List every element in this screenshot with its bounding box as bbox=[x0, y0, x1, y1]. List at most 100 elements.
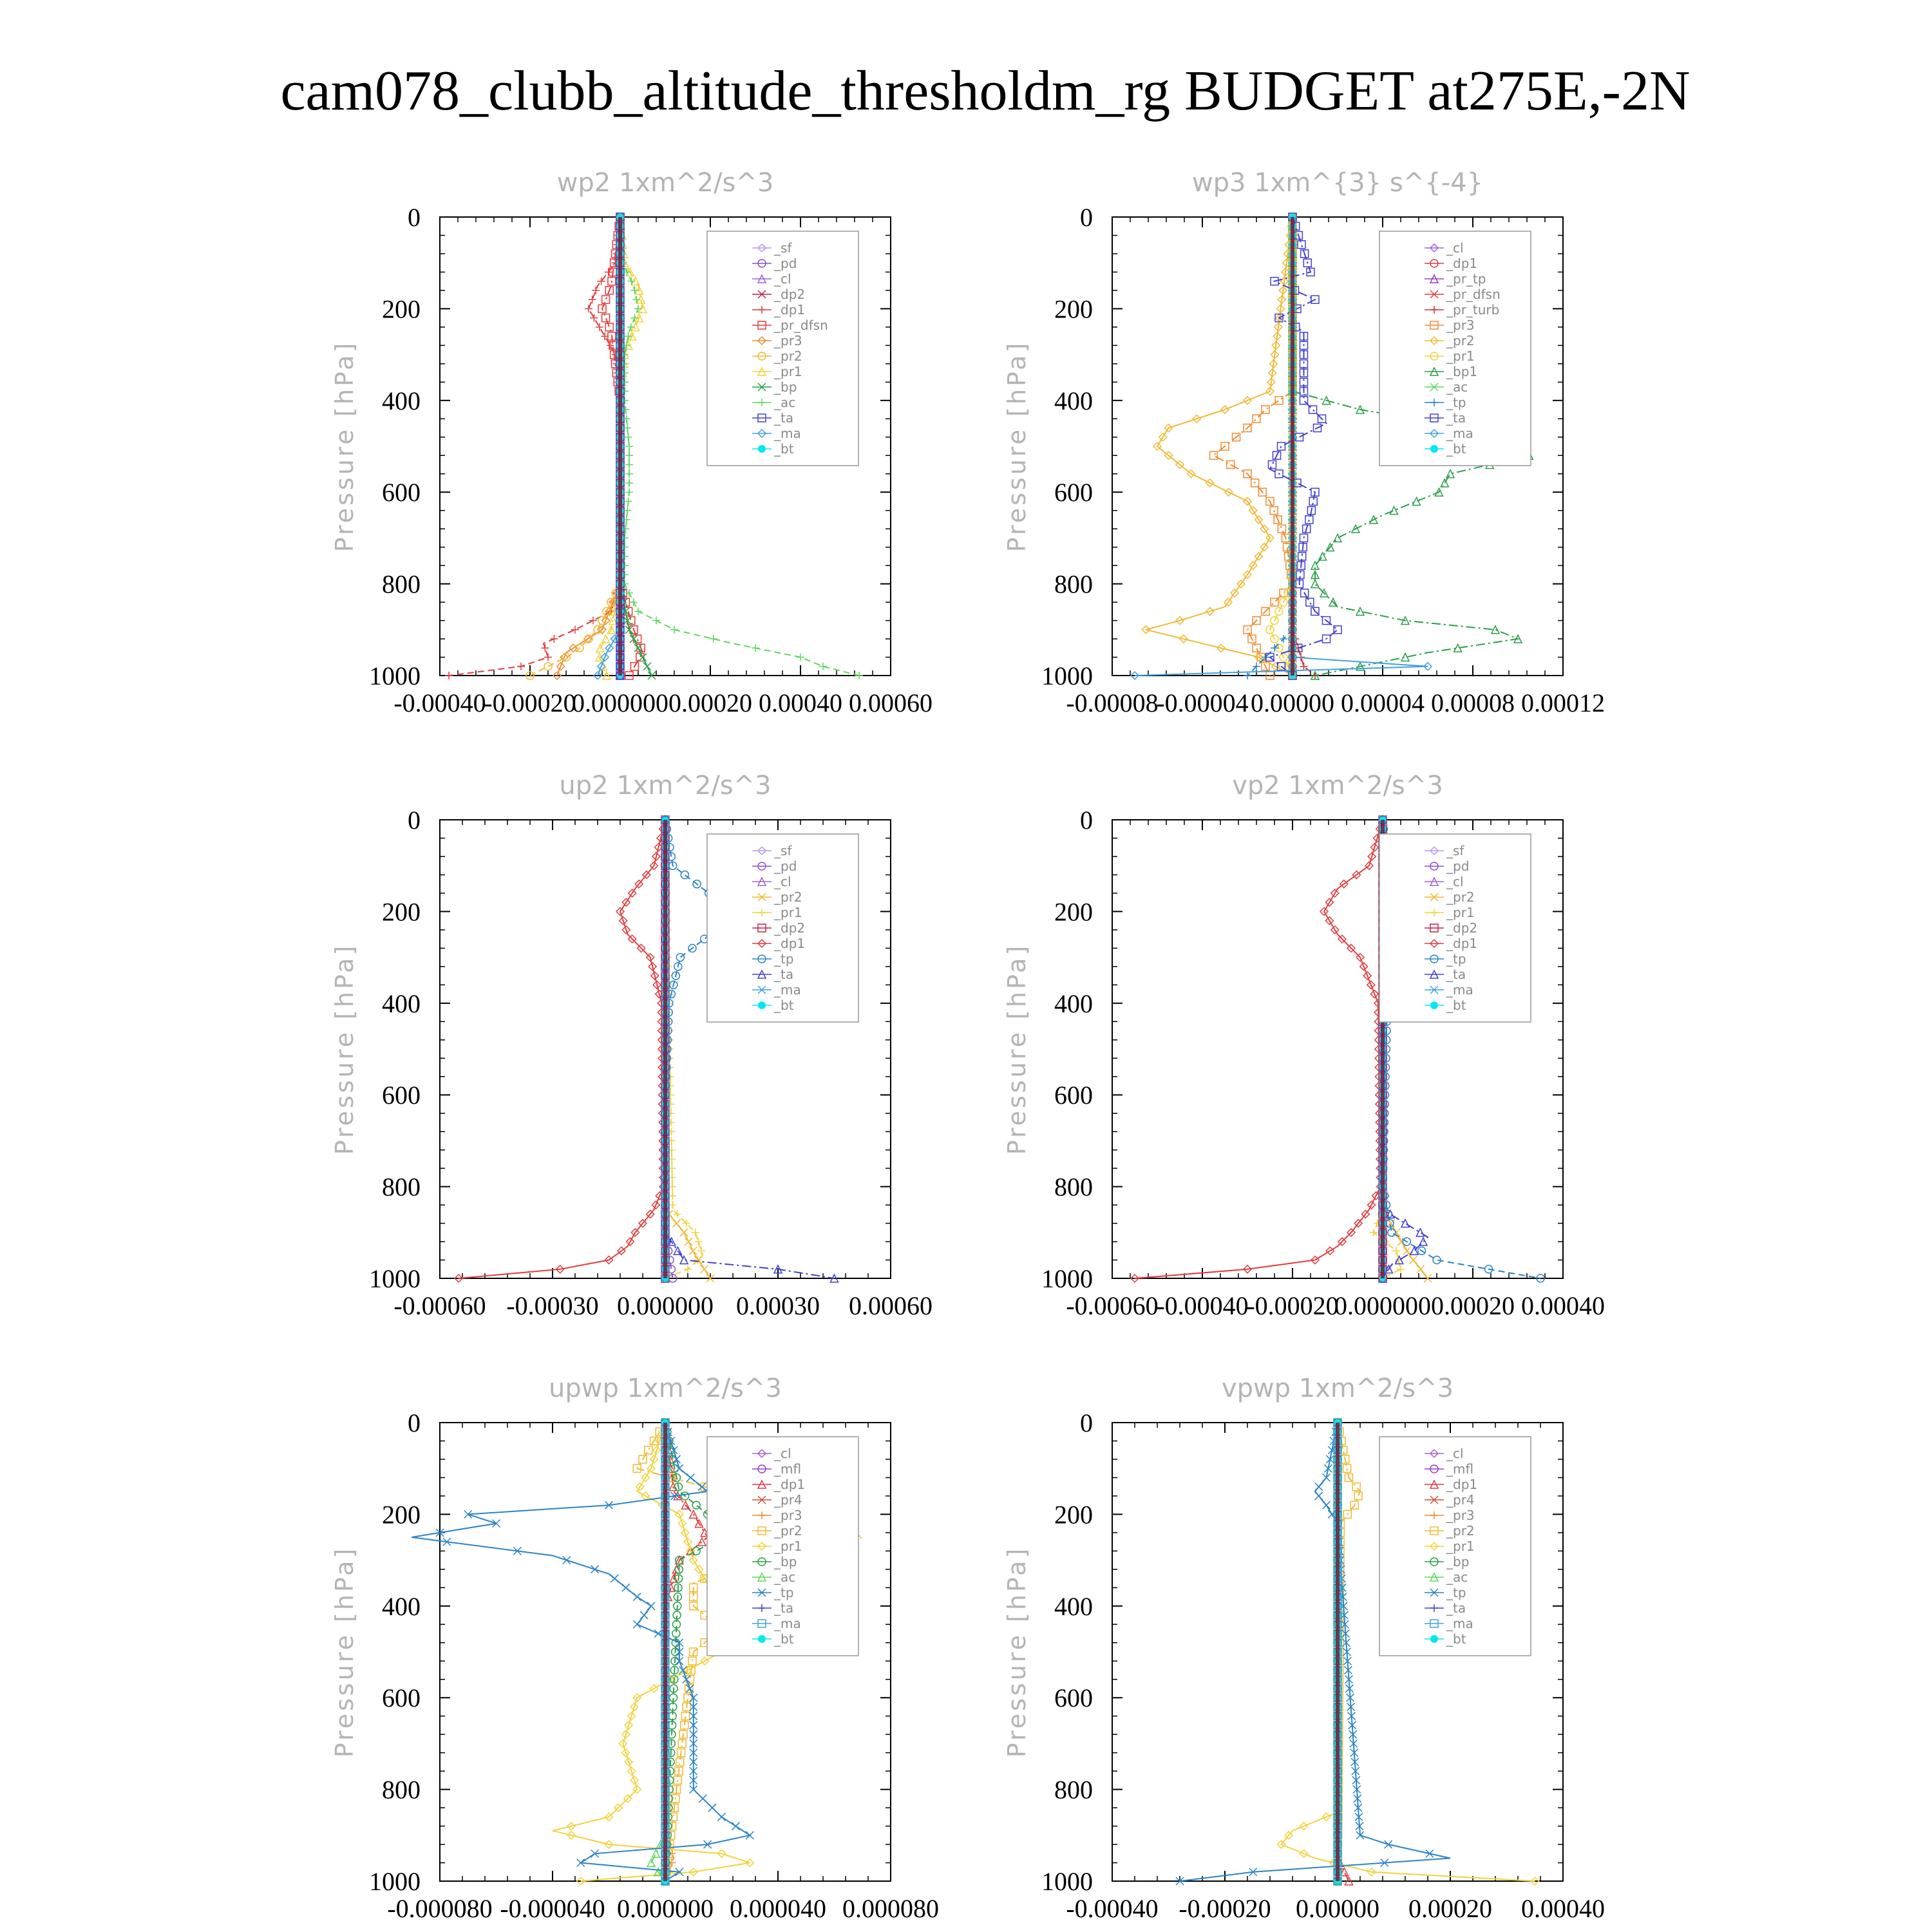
series-point_ta bbox=[773, 1264, 783, 1274]
series-point_ta bbox=[1305, 515, 1314, 524]
legend-label_pd: _pd bbox=[1446, 858, 1469, 874]
legend-marker_ta bbox=[757, 413, 766, 422]
series-point_pr1 bbox=[683, 1537, 693, 1547]
legend-marker_pr1 bbox=[1430, 352, 1439, 361]
series-point_tp bbox=[689, 1776, 698, 1785]
series-point_pr2 bbox=[1242, 497, 1253, 506]
series-point_tp bbox=[674, 962, 683, 971]
legend-marker_cl bbox=[757, 876, 767, 886]
series-point_ta bbox=[1306, 267, 1315, 277]
series-point_tp bbox=[1380, 1858, 1389, 1868]
x-tick-label: 0.00000 bbox=[1251, 688, 1334, 717]
legend-marker_dp2 bbox=[757, 290, 766, 299]
legend-label_ta: _ta bbox=[773, 1600, 793, 1616]
series-point_ac bbox=[634, 607, 642, 616]
panel-title: wp3 1xm^{3} s^{-4} bbox=[1192, 168, 1483, 198]
series-point_tp bbox=[682, 1675, 691, 1684]
series-point_tp bbox=[1280, 635, 1287, 643]
series-point_pr_dfsn bbox=[607, 332, 616, 341]
series-point_dp1 bbox=[588, 296, 596, 304]
series-point_dp1 bbox=[645, 1209, 655, 1219]
series-point_tp bbox=[685, 1684, 694, 1693]
series-point_pr2 bbox=[672, 1219, 681, 1228]
series-point_dp1 bbox=[638, 1218, 648, 1228]
series-point_ma bbox=[1423, 661, 1433, 671]
series-point_pr2 bbox=[584, 634, 593, 643]
series-point_dp1 bbox=[688, 1509, 698, 1519]
series-point_pr3 bbox=[1277, 524, 1287, 533]
series-point_tp bbox=[562, 1556, 571, 1565]
legend-marker_pr3 bbox=[1430, 1511, 1438, 1519]
series-point_pr2 bbox=[1260, 524, 1269, 534]
y-axis-label: Pressure [hPa] bbox=[330, 1546, 359, 1758]
series-point_ta bbox=[679, 1255, 689, 1265]
series-point_tp bbox=[1314, 1482, 1323, 1492]
legend-label_ta: _ta bbox=[773, 967, 793, 982]
x-tick-label: 0.00060 bbox=[849, 1291, 933, 1320]
series-point_dp1 bbox=[1339, 879, 1349, 889]
legend-label_pr_dfsn: _pr_dfsn bbox=[773, 317, 828, 333]
series-point_dp1 bbox=[517, 662, 525, 670]
legend-marker_cl bbox=[1429, 876, 1439, 886]
series-point_tp bbox=[491, 1519, 501, 1528]
legend-marker_pr2 bbox=[1430, 893, 1439, 902]
series-point_pr1 bbox=[647, 1464, 656, 1473]
panel-1: wp2 1xm^2/s^3 Pressure [hPa] 0 200 400 600 800… bbox=[330, 168, 933, 717]
series-point_pr1 bbox=[1265, 625, 1274, 634]
series-point_pr2 bbox=[680, 1721, 689, 1730]
series-point_tp bbox=[708, 1803, 717, 1812]
series-point_pr1 bbox=[618, 1739, 628, 1748]
series-point_pr2 bbox=[676, 1748, 686, 1757]
legend-marker_pd bbox=[1430, 862, 1439, 871]
series-point_bp bbox=[643, 662, 652, 671]
series-point_dp1 bbox=[1337, 934, 1347, 944]
series-point_ta bbox=[1384, 1264, 1394, 1274]
series-point_pr2 bbox=[1179, 634, 1188, 644]
series-point_pr1 bbox=[1392, 1247, 1400, 1255]
legend: _cl_mfl_dp1_pr4_pr3_pr2_pr1_bp_ac_tp_ta_… bbox=[706, 1436, 859, 1656]
series-point_dp1 bbox=[630, 1227, 640, 1237]
series-point_tp bbox=[1484, 1265, 1493, 1274]
legend-marker_pr1 bbox=[1429, 1541, 1439, 1551]
series-point_ta bbox=[1321, 634, 1331, 643]
series-point_pr2 bbox=[575, 643, 584, 653]
series-point_pr2 bbox=[1344, 1473, 1354, 1482]
series-point_pr2 bbox=[1271, 341, 1281, 350]
series-point_tp bbox=[1314, 1492, 1323, 1501]
series-point_pr1 bbox=[627, 1766, 636, 1776]
series-point_pr2 bbox=[1175, 460, 1185, 469]
series-point_pr1 bbox=[567, 1821, 576, 1831]
legend-label_dp1: _dp1 bbox=[1446, 1477, 1477, 1492]
series-point_dp1 bbox=[625, 1236, 635, 1247]
series-point_tp bbox=[1340, 1620, 1349, 1629]
series-point_ac bbox=[625, 451, 633, 460]
series-point_tp bbox=[1536, 1274, 1545, 1283]
legend-label_ac: _ac bbox=[1446, 1569, 1468, 1585]
series-point_tp bbox=[675, 1868, 684, 1877]
series-point_dp1 bbox=[1330, 925, 1340, 934]
x-tick-label: 0.00060 bbox=[849, 688, 933, 717]
series-point_pr2 bbox=[1354, 1492, 1363, 1501]
series-point_tp bbox=[1349, 1730, 1358, 1739]
panel-title: wp2 1xm^2/s^3 bbox=[557, 168, 774, 198]
x-tick-label: 0.000000 bbox=[617, 1894, 714, 1923]
series-point_tp bbox=[689, 1766, 698, 1776]
x-tick-label: -0.00008 bbox=[1066, 688, 1158, 717]
series-point_ac bbox=[623, 506, 632, 515]
series-point_pr2 bbox=[683, 1693, 692, 1702]
series-point_tp bbox=[1350, 1757, 1359, 1766]
series-point_tp bbox=[671, 971, 681, 980]
legend-label_dp1: _dp1 bbox=[773, 936, 805, 951]
series-point_dp1 bbox=[650, 971, 659, 981]
series-point_tp bbox=[1253, 662, 1260, 670]
y-tick-label: 800 bbox=[1054, 1776, 1093, 1804]
series-point_pr1 bbox=[680, 1528, 690, 1537]
series-point_pr2 bbox=[689, 1602, 698, 1611]
legend-label_ta: _ta bbox=[773, 410, 793, 426]
legend-marker_ma bbox=[757, 1619, 766, 1628]
series-point_bp bbox=[670, 1464, 679, 1473]
series-point_dp1 bbox=[585, 305, 592, 313]
legend-marker_pr_turb bbox=[1430, 306, 1438, 314]
series-point_ta bbox=[667, 1236, 676, 1246]
legend-label_cl: _cl bbox=[1446, 240, 1464, 256]
